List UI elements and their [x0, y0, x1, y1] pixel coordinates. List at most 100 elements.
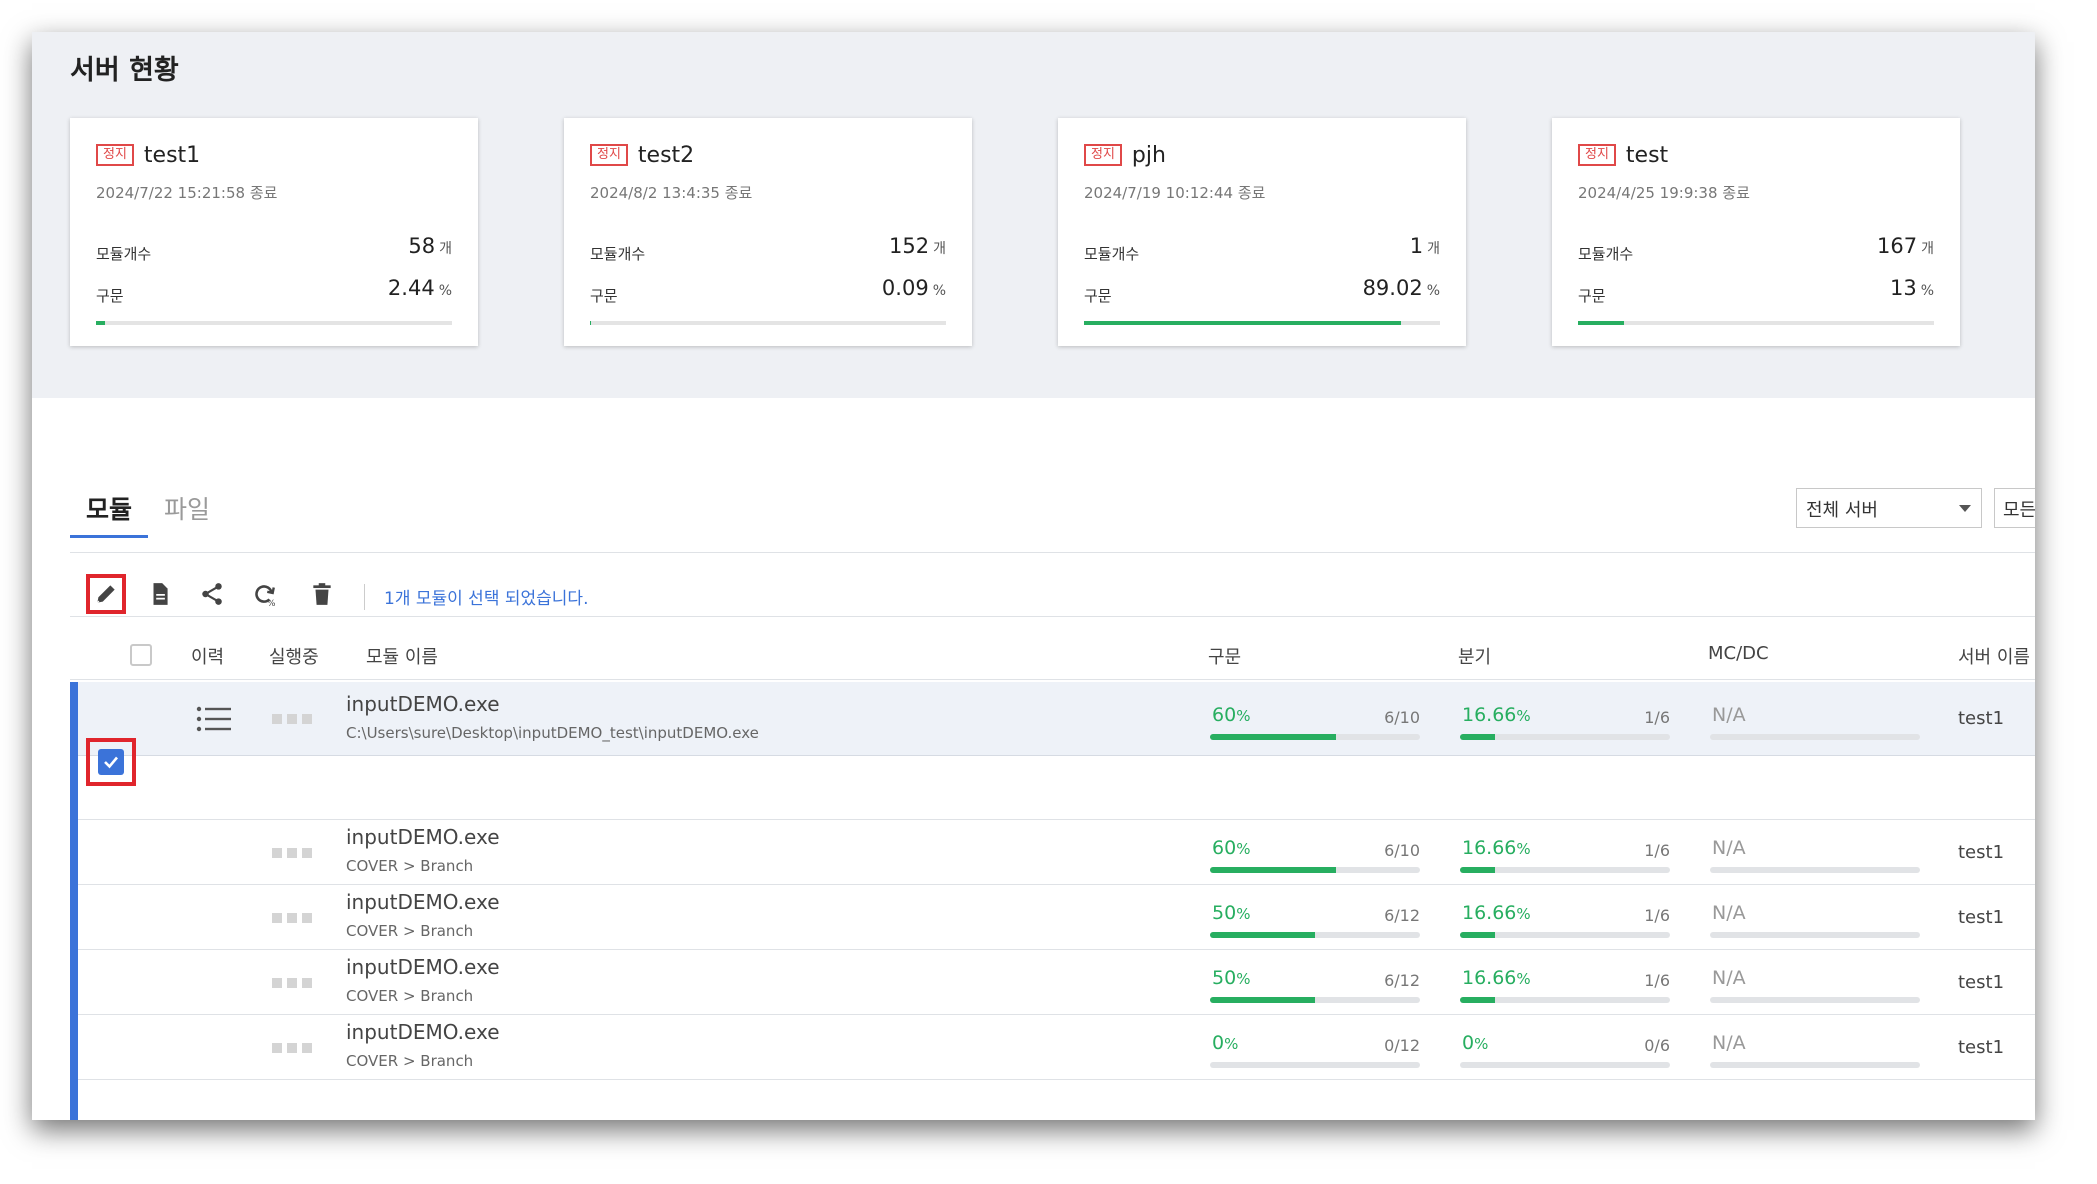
pencil-icon [96, 585, 115, 604]
tab-divider [70, 552, 2035, 553]
server-end-time: 2024/8/2 13:4:35 종료 [590, 184, 753, 202]
table-row[interactable]: inputDEMO.exe COVER > Branch 0% 0/12 0% 0/6 N/… [78, 1015, 2035, 1080]
toolbar-divider [364, 584, 365, 610]
coverage-progress-bar [96, 321, 452, 325]
server-name-cell: test1 [1958, 907, 2005, 928]
server-card-test[interactable]: 정지 test 2024/4/25 19:9:38 종료 모듈개수 167 개 구… [1552, 118, 1960, 346]
server-name-cell: test1 [1958, 708, 2005, 729]
module-toolbar: % 1개 모듈이 선택 되었습니다. [32, 570, 2035, 620]
share-button[interactable] [192, 574, 232, 614]
header-statement[interactable]: 구문 [1208, 647, 1242, 668]
module-subtitle: COVER > Branch [346, 857, 474, 875]
statement-label: 구문 [1578, 287, 1606, 305]
coverage-progress-bar [1084, 321, 1440, 325]
group-accent-bar [70, 682, 78, 1120]
module-name: inputDEMO.exe [346, 1020, 500, 1044]
module-subtitle: COVER > Branch [346, 987, 474, 1005]
module-count-label: 모듈개수 [590, 245, 646, 263]
module-name: inputDEMO.exe [346, 692, 500, 716]
header-server-name[interactable]: 서버 이름 [1958, 647, 2030, 668]
app-window: 서버 현황 정지 test1 2024/7/22 15:21:58 종료 모듈개… [32, 32, 2035, 1120]
table-row[interactable]: inputDEMO.exe COVER > Branch 60% 6/10 16.66%… [78, 820, 2035, 885]
module-name: inputDEMO.exe [346, 890, 500, 914]
server-name-cell: test1 [1958, 972, 2005, 993]
checkmark-icon [104, 756, 118, 769]
svg-text:%: % [267, 599, 275, 607]
table-row[interactable]: inputDEMO.exe COVER > Branch 50% 6/12 16.66%… [78, 885, 2035, 950]
edit-button[interactable] [86, 574, 126, 614]
server-end-time: 2024/7/22 15:21:58 종료 [96, 184, 278, 202]
server-card-test2[interactable]: 정지 test2 2024/8/2 13:4:35 종료 모듈개수 152 개 구… [564, 118, 972, 346]
module-count: 152 개 [889, 234, 946, 258]
table-row[interactable]: inputDEMO.exe COVER > Branch 50% 6/12 16.66%… [78, 950, 2035, 1015]
module-path: C:\Users\sure\Desktop\inputDEMO_test\inp… [346, 724, 759, 742]
share-icon [202, 583, 222, 605]
tab-files[interactable]: 파일 [164, 495, 211, 524]
status-badge: 정지 [96, 144, 134, 166]
report-button[interactable] [140, 574, 180, 614]
status-badge: 정지 [1084, 144, 1122, 166]
reset-coverage-button[interactable]: % [244, 574, 284, 614]
server-name: test2 [637, 142, 695, 168]
coverage-progress-bar [590, 321, 946, 325]
statement-coverage: 13% [1889, 276, 1934, 300]
header-running: 실행중 [269, 647, 319, 668]
refresh-icon: % [255, 585, 275, 607]
select-all-checkbox[interactable] [130, 644, 152, 666]
page-title: 서버 현황 [70, 55, 179, 86]
server-name: pjh [1131, 142, 1166, 168]
tab-bar: 모듈 파일 [70, 490, 226, 538]
header-branch[interactable]: 분기 [1458, 647, 1492, 668]
header-history: 이력 [191, 647, 225, 668]
tab-modules[interactable]: 모듈 [70, 490, 149, 538]
table-row-selected[interactable]: inputDEMO.exe C:\Users\sure\Desktop\inpu… [78, 682, 2035, 756]
document-icon [153, 583, 168, 605]
server-end-time: 2024/7/19 10:12:44 종료 [1084, 184, 1266, 202]
header-module-name[interactable]: 모듈 이름 [366, 647, 438, 668]
selection-message: 1개 모듈이 선택 되었습니다. [384, 589, 589, 609]
running-indicator [272, 1043, 312, 1053]
toolbar-divider-line [70, 616, 2035, 617]
table-header: 이력 실행중 모듈 이름 구문 분기 MC/DC 서버 이름 [70, 630, 2035, 680]
server-card-test1[interactable]: 정지 test1 2024/7/22 15:21:58 종료 모듈개수 58 개 … [70, 118, 478, 346]
header-mcdc[interactable]: MC/DC [1708, 643, 1769, 664]
server-name: test1 [143, 142, 201, 168]
running-indicator [272, 848, 312, 858]
delete-button[interactable] [302, 574, 342, 614]
module-name: inputDEMO.exe [346, 955, 500, 979]
server-name-cell: test1 [1958, 842, 2005, 863]
chevron-down-icon [1959, 505, 1971, 512]
module-subtitle: COVER > Branch [346, 922, 474, 940]
statement-coverage: 89.02% [1362, 276, 1440, 300]
table-row-spacer [78, 756, 2035, 820]
statement-label: 구문 [1084, 287, 1112, 305]
running-indicator [272, 978, 312, 988]
server-name: test [1625, 142, 1669, 168]
running-indicator [272, 913, 312, 923]
statement-label: 구문 [590, 287, 618, 305]
running-indicator [272, 714, 312, 724]
server-status-section: 서버 현황 정지 test1 2024/7/22 15:21:58 종료 모듈개… [32, 32, 2035, 398]
statement-coverage: 0.09% [881, 276, 946, 300]
row-select-checkbox[interactable] [86, 738, 136, 786]
trash-icon [313, 583, 331, 605]
list-icon[interactable] [196, 706, 232, 732]
module-count-label: 모듈개수 [1084, 245, 1140, 263]
status-badge: 정지 [590, 144, 628, 166]
statement-coverage: 2.44% [387, 276, 452, 300]
module-name: inputDEMO.exe [346, 825, 500, 849]
module-count: 167 개 [1877, 234, 1934, 258]
server-end-time: 2024/4/25 19:9:38 종료 [1578, 184, 1750, 202]
server-name-cell: test1 [1958, 1037, 2005, 1058]
module-count: 58 개 [408, 234, 452, 258]
module-subtitle: COVER > Branch [346, 1052, 474, 1070]
statement-label: 구문 [96, 287, 124, 305]
coverage-progress-bar [1578, 321, 1934, 325]
module-count-label: 모듈개수 [96, 245, 152, 263]
secondary-filter-select[interactable]: 모든 [1994, 488, 2035, 528]
server-filter-select[interactable]: 전체 서버 [1796, 488, 1982, 528]
module-count-label: 모듈개수 [1578, 245, 1634, 263]
status-badge: 정지 [1578, 144, 1616, 166]
